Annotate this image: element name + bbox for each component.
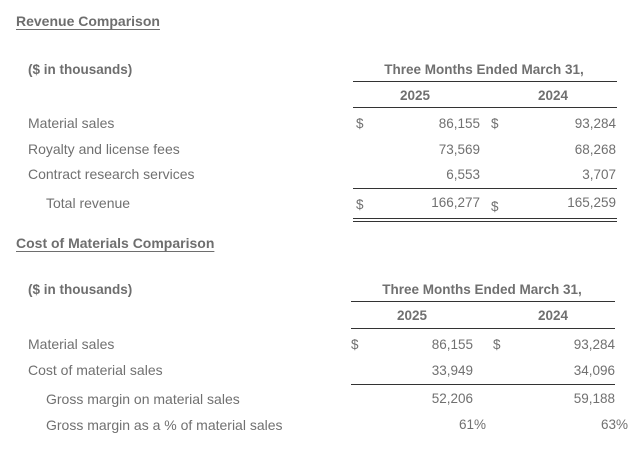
value-2024: 3,707 bbox=[582, 167, 616, 182]
row-label: Cost of material sales bbox=[28, 362, 163, 378]
row-label: Contract research services bbox=[28, 166, 195, 182]
revenue-total-rule-2 bbox=[353, 221, 617, 222]
value-2024: 68,268 bbox=[574, 142, 616, 157]
value-2025: 73,569 bbox=[438, 142, 480, 157]
revenue-period-rule bbox=[353, 81, 617, 82]
currency-symbol: $ bbox=[493, 337, 501, 352]
cost-period-rule bbox=[351, 301, 615, 302]
currency-symbol: $ bbox=[356, 197, 364, 212]
value-2025: 166,277 bbox=[431, 195, 480, 210]
value-2024: 93,284 bbox=[573, 337, 615, 352]
cost-subtotal-rule bbox=[351, 384, 615, 385]
value-2025: 86,155 bbox=[431, 337, 473, 352]
value-2024: 63% bbox=[600, 417, 628, 432]
revenue-subtotal-rule bbox=[353, 188, 617, 189]
revenue-year-2024: 2024 bbox=[537, 88, 569, 103]
row-label: Gross margin on material sales bbox=[46, 391, 240, 407]
currency-symbol: $ bbox=[356, 116, 364, 131]
value-2025: 61% bbox=[458, 417, 486, 432]
value-2024: 34,096 bbox=[573, 363, 615, 378]
revenue-period-header: Three Months Ended March 31, bbox=[384, 62, 584, 77]
cost-year-2024: 2024 bbox=[537, 308, 569, 323]
revenue-total-rule-1 bbox=[353, 218, 617, 219]
value-2025: 52,206 bbox=[431, 391, 473, 406]
row-label: Royalty and license fees bbox=[28, 141, 180, 157]
revenue-year-2025: 2025 bbox=[399, 88, 431, 103]
cost-section-title: Cost of Materials Comparison bbox=[16, 235, 215, 251]
revenue-units-label: ($ in thousands) bbox=[28, 62, 133, 77]
value-2024: 165,259 bbox=[567, 195, 616, 210]
value-2024: 59,188 bbox=[573, 391, 615, 406]
currency-symbol: $ bbox=[491, 199, 499, 214]
row-label: Material sales bbox=[28, 336, 115, 352]
row-label: Material sales bbox=[28, 115, 115, 131]
cost-year-2025: 2025 bbox=[396, 308, 428, 323]
revenue-section-title: Revenue Comparison bbox=[16, 13, 160, 29]
value-2025: 33,949 bbox=[431, 363, 473, 378]
currency-symbol: $ bbox=[351, 337, 359, 352]
cost-units-label: ($ in thousands) bbox=[28, 282, 133, 297]
cost-year-rule bbox=[351, 328, 615, 329]
row-label: Total revenue bbox=[46, 195, 131, 211]
row-label: Gross margin as a % of material sales bbox=[46, 417, 283, 433]
cost-period-header: Three Months Ended March 31, bbox=[382, 282, 582, 297]
currency-symbol: $ bbox=[491, 116, 499, 131]
revenue-year-rule bbox=[353, 107, 617, 108]
value-2024: 93,284 bbox=[574, 116, 616, 131]
value-2025: 86,155 bbox=[438, 116, 480, 131]
value-2025: 6,553 bbox=[446, 167, 480, 182]
